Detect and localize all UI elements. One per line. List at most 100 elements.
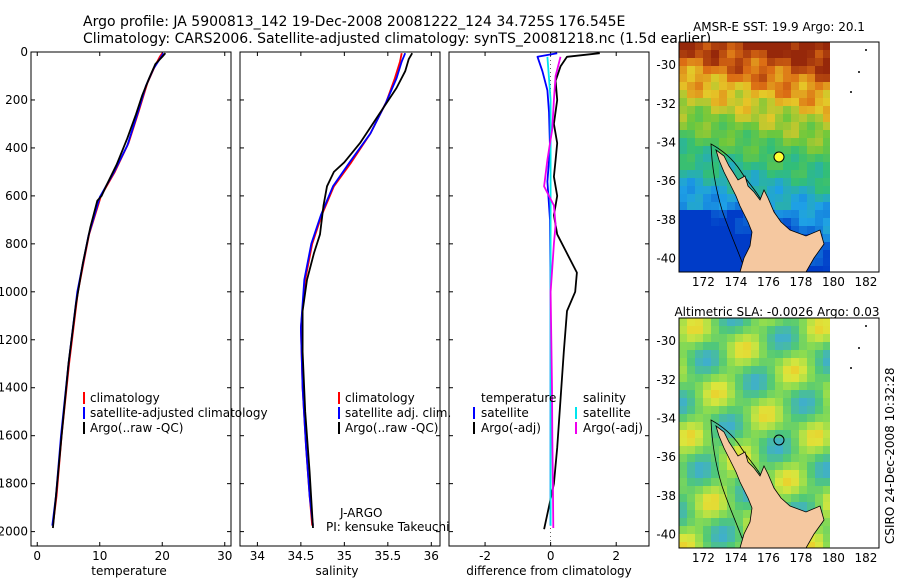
depth-tick-label: 1400 (0, 381, 28, 395)
sla-cell (719, 326, 728, 335)
sst-cell (679, 266, 688, 272)
sst-cell (799, 90, 808, 99)
sla-cell (815, 478, 824, 487)
sst-cell (823, 130, 832, 139)
sst-cell (759, 106, 768, 115)
sst-cell (703, 186, 712, 195)
sla-cell (711, 470, 720, 479)
sst-cell (767, 130, 776, 139)
sla-cell (735, 382, 744, 391)
sla-cell (767, 422, 776, 431)
sla-cell (687, 446, 696, 455)
sst-cell (679, 258, 688, 267)
sst-cell (695, 146, 704, 155)
sla-cell (695, 406, 704, 415)
sla-heatmap (679, 318, 832, 548)
sst-cell (807, 162, 816, 171)
sst-cell (783, 186, 792, 195)
sst-cell (799, 58, 808, 67)
sst-cell (767, 82, 776, 91)
sst-cell (783, 66, 792, 75)
sst-cell (775, 122, 784, 131)
sla-cell (703, 430, 712, 439)
sst-cell (759, 170, 768, 179)
sla-cell (759, 462, 768, 471)
sla-cell (687, 526, 696, 535)
sla-cell (679, 510, 688, 519)
sla-cell (815, 382, 824, 391)
sst-cell (719, 202, 728, 211)
sla-cell (807, 470, 816, 479)
sst-cell (679, 58, 688, 67)
sst-cell (799, 178, 808, 187)
sst-cell (807, 154, 816, 163)
sla-cell (727, 382, 736, 391)
sla-cell (735, 334, 744, 343)
sst-cell (823, 146, 832, 155)
sst-cell (815, 202, 824, 211)
sst-cell (767, 50, 776, 59)
sla-cell (759, 350, 768, 359)
sst-cell (791, 202, 800, 211)
sla-cell (695, 502, 704, 511)
sla-cell (679, 478, 688, 487)
sla-cell (727, 398, 736, 407)
sla-cell (775, 422, 784, 431)
sst-cell (815, 58, 824, 67)
sla-lon-tick-label: 176 (757, 551, 780, 565)
sla-cell (751, 382, 760, 391)
sla-cell (791, 502, 800, 511)
sst-cell (823, 210, 832, 219)
sla-cell (711, 390, 720, 399)
sst-cell (759, 42, 768, 51)
sst-cell (791, 226, 800, 235)
sst-cell (735, 266, 744, 272)
sla-land-north-island (715, 424, 825, 548)
sst-cell (719, 146, 728, 155)
sst-cell (751, 90, 760, 99)
sla-cell (711, 534, 720, 543)
sla-cell (807, 374, 816, 383)
temperature-axis-label: temperature (91, 564, 166, 578)
salinity-series-line (300, 53, 403, 526)
sst-cell (703, 218, 712, 227)
legend-label-argo: Argo(..raw -QC) (90, 421, 183, 435)
sla-cell (743, 518, 752, 527)
sla-cell (711, 542, 720, 548)
sla-cell (743, 342, 752, 351)
sla-cell (711, 494, 720, 503)
sst-cell (807, 74, 816, 83)
sst-cell (823, 234, 832, 243)
sla-cell (703, 342, 712, 351)
sla-cell (719, 318, 728, 327)
sst-cell (679, 130, 688, 139)
sst-cell (695, 90, 704, 99)
sla-lon-tick-label: 180 (822, 551, 845, 565)
sst-cell (695, 114, 704, 123)
sla-cell (711, 502, 720, 511)
sla-cell (727, 358, 736, 367)
float-program-label: J-ARGO (339, 506, 382, 520)
sst-cell (783, 50, 792, 59)
sla-cell (799, 438, 808, 447)
sla-cell (791, 334, 800, 343)
sla-cell (815, 406, 824, 415)
sla-cell (727, 374, 736, 383)
sla-cell (727, 534, 736, 543)
sst-cell (735, 114, 744, 123)
sla-cell (799, 430, 808, 439)
sla-island-dot (865, 325, 867, 327)
sla-cell (799, 462, 808, 471)
sla-cell (719, 406, 728, 415)
sst-cell (687, 146, 696, 155)
sst-cell (799, 154, 808, 163)
sla-lon-tick-label: 172 (692, 551, 715, 565)
sst-cell (687, 98, 696, 107)
sla-cell (727, 438, 736, 447)
sst-cell (799, 210, 808, 219)
sst-cell (767, 146, 776, 155)
sst-cell (743, 58, 752, 67)
sla-cell (807, 334, 816, 343)
sst-cell (727, 122, 736, 131)
sla-map-title: Altimetric SLA: -0.0026 Argo: 0.03 (674, 305, 879, 319)
